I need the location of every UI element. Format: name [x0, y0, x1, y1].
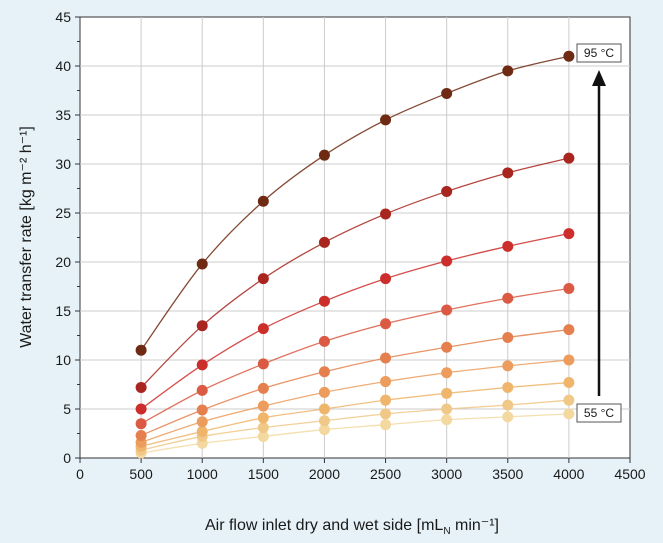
data-point: [380, 318, 392, 330]
x-tick-label: 3500: [492, 466, 523, 482]
data-point: [257, 400, 269, 412]
data-point: [135, 429, 147, 441]
data-point: [502, 360, 514, 372]
y-tick-label: 30: [55, 156, 71, 172]
data-point: [563, 152, 575, 164]
data-point: [441, 414, 453, 426]
data-point: [441, 87, 453, 99]
data-point: [502, 399, 514, 411]
data-point: [441, 185, 453, 197]
data-point: [318, 149, 330, 161]
data-point: [196, 426, 208, 438]
data-point: [196, 359, 208, 371]
data-point: [318, 424, 330, 436]
data-point: [257, 195, 269, 207]
data-point: [380, 273, 392, 285]
y-tick-label: 15: [55, 303, 71, 319]
bottom-temperature-text: 55 °C: [584, 406, 614, 420]
data-point: [196, 320, 208, 332]
data-point: [318, 415, 330, 427]
data-point: [441, 387, 453, 399]
data-point: [563, 50, 575, 62]
data-point: [196, 258, 208, 270]
data-point: [135, 418, 147, 430]
x-tick-label: 0: [76, 466, 84, 482]
data-point: [196, 416, 208, 428]
data-point: [318, 386, 330, 398]
x-axis-ticks: 0 500 1000 1500 2000 2500 3000 3500 4000 4500: [76, 458, 646, 482]
y-tick-label: 45: [55, 9, 71, 25]
data-point: [318, 366, 330, 378]
x-tick-label: 4000: [553, 466, 584, 482]
x-tick-label: 2500: [370, 466, 401, 482]
data-point: [318, 335, 330, 347]
data-point: [502, 292, 514, 304]
data-point: [196, 404, 208, 416]
data-point: [502, 167, 514, 179]
x-tick-label: 1000: [187, 466, 218, 482]
data-point: [257, 273, 269, 285]
data-point: [502, 381, 514, 393]
data-point: [318, 236, 330, 248]
data-point: [380, 114, 392, 126]
data-point: [441, 255, 453, 267]
x-tick-label: 3000: [431, 466, 462, 482]
y-tick-label: 10: [55, 352, 71, 368]
data-point: [196, 384, 208, 396]
data-point: [563, 324, 575, 336]
data-point: [563, 228, 575, 240]
data-point: [563, 408, 575, 420]
x-tick-label: 500: [129, 466, 153, 482]
series-points: [135, 50, 575, 459]
data-point: [441, 341, 453, 353]
data-point: [135, 403, 147, 415]
data-point: [563, 394, 575, 406]
data-point: [135, 344, 147, 356]
data-point: [563, 354, 575, 366]
y-axis-ticks: 0 5 10 15 20 25 30 35 40 45: [55, 9, 80, 466]
x-tick-label: 1500: [248, 466, 279, 482]
data-point: [380, 376, 392, 388]
bottom-temperature-label: 55 °C: [576, 403, 622, 423]
data-point: [502, 331, 514, 343]
data-point: [563, 282, 575, 294]
x-axis-label: Air flow inlet dry and wet side [mLN min…: [205, 517, 499, 537]
y-axis-label: Water transfer rate [kg m⁻² h⁻¹]: [18, 126, 35, 348]
data-point: [380, 408, 392, 420]
data-point: [502, 65, 514, 77]
y-tick-label: 20: [55, 254, 71, 270]
data-point: [380, 419, 392, 431]
data-point: [257, 422, 269, 434]
data-point: [135, 381, 147, 393]
data-point: [318, 403, 330, 415]
y-tick-label: 35: [55, 107, 71, 123]
data-point: [563, 377, 575, 389]
data-point: [257, 430, 269, 442]
y-tick-label: 5: [63, 401, 71, 417]
y-tick-label: 0: [63, 450, 71, 466]
top-temperature-label: 95 °C: [576, 43, 622, 63]
data-point: [380, 352, 392, 364]
data-point: [257, 323, 269, 335]
data-point: [380, 394, 392, 406]
temperature-arrow-head: [592, 70, 606, 86]
y-tick-label: 25: [55, 205, 71, 221]
y-tick-label: 40: [55, 58, 71, 74]
x-tick-label: 4500: [614, 466, 645, 482]
data-point: [502, 240, 514, 252]
data-point: [502, 411, 514, 423]
data-point: [257, 358, 269, 370]
data-point: [318, 295, 330, 307]
top-temperature-text: 95 °C: [584, 46, 614, 60]
data-point: [380, 208, 392, 220]
data-point: [257, 412, 269, 424]
x-tick-label: 2000: [309, 466, 340, 482]
data-point: [441, 367, 453, 379]
data-point: [441, 403, 453, 415]
data-point: [257, 382, 269, 394]
data-point: [441, 304, 453, 316]
